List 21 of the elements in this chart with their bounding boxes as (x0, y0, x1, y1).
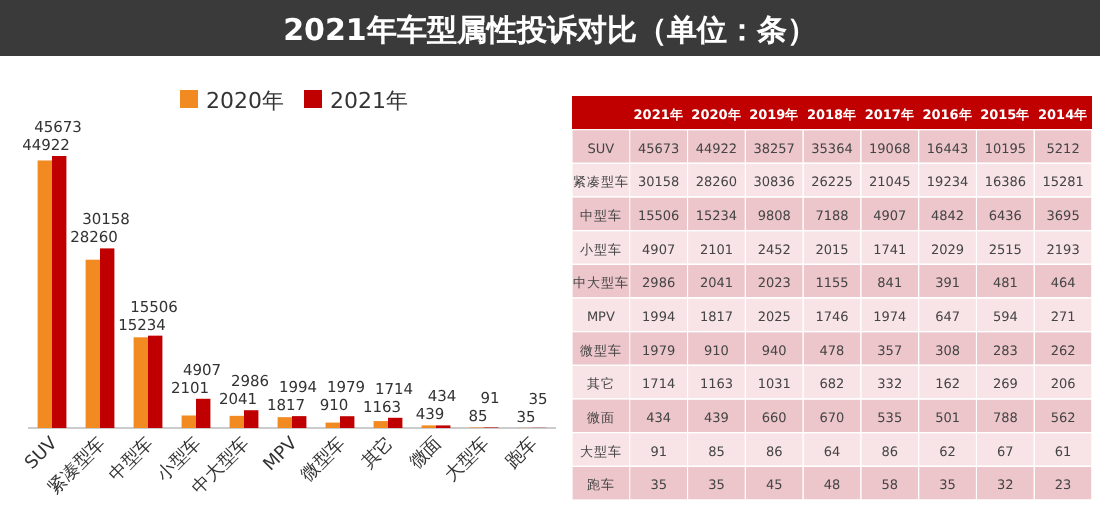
bar (277, 417, 292, 428)
bar (325, 422, 340, 428)
bar (229, 415, 244, 428)
bar (133, 337, 148, 428)
x-tick-label: 中型车 (104, 432, 159, 487)
x-tick-label: 跑车 (501, 432, 543, 474)
x-tick-label: 其它 (357, 432, 399, 474)
bar (181, 415, 196, 428)
bar (196, 398, 211, 428)
bar (85, 259, 100, 428)
bar (340, 416, 355, 428)
bar (52, 156, 67, 428)
bar (148, 335, 163, 428)
bar (292, 416, 307, 428)
x-tick-label: 微型车 (296, 432, 351, 487)
bar (100, 248, 115, 428)
bar (388, 417, 403, 428)
chart-title: 2021年车型属性投诉对比（单位：条） (283, 12, 817, 48)
bar (244, 410, 259, 428)
bar (37, 160, 52, 428)
bar (373, 421, 388, 428)
